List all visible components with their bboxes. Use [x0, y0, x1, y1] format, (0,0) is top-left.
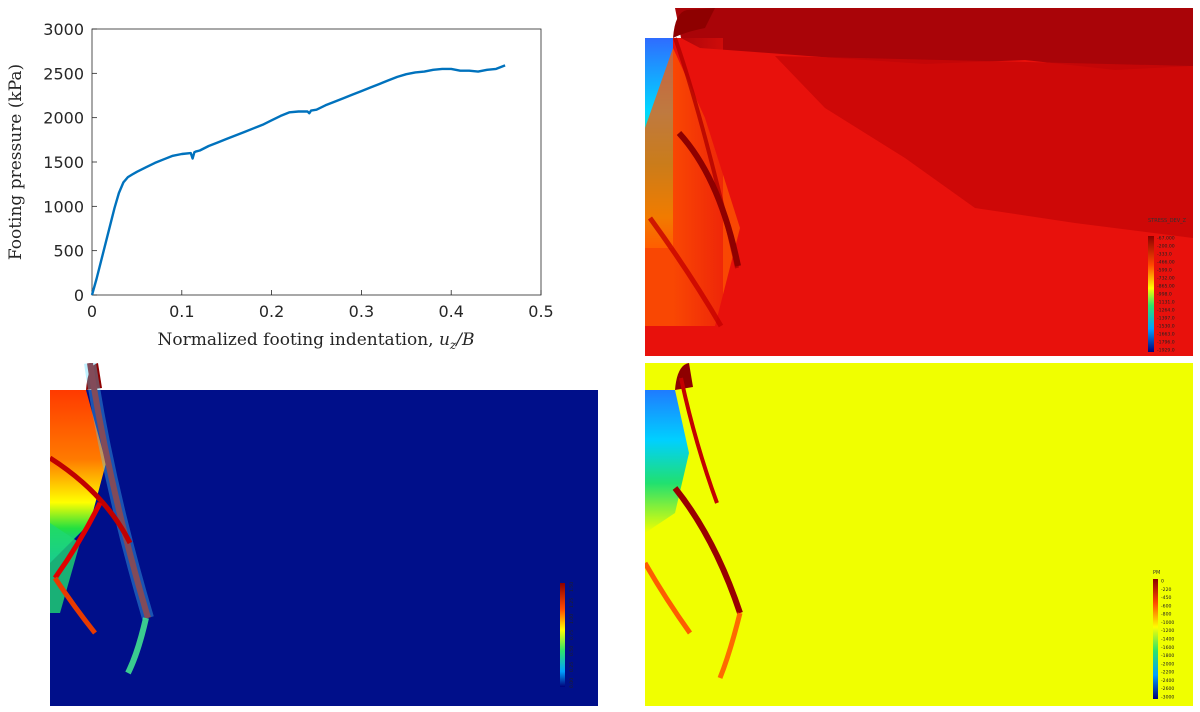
- x-tick-label: 0: [87, 302, 97, 321]
- x-ticks: 0 0.1 0.2 0.3 0.4 0.5: [87, 290, 554, 321]
- pm-legend: PM 0 -220 -450 -600 -800 -1000 -1200 -1400 -1600…: [1153, 570, 1174, 701]
- legend-tick-label: -1796.0: [1157, 340, 1175, 346]
- y-axis-label: Footing pressure (kPa): [6, 64, 26, 260]
- pm-surface-bulge: [675, 363, 693, 390]
- y-tick-label: 500: [53, 242, 84, 261]
- chart-svg: 0 500 1000 1500 2000 2500 3000 0 0.1 0.2 0.3 0.4 0.…: [6, 20, 554, 352]
- legend-tick-label: 0.50: [569, 646, 575, 656]
- strain-wedge-lower: [50, 523, 80, 613]
- stress-legend-title: STRESS_DEV_Z: [1148, 218, 1187, 224]
- legend-tick-label: -1131.0: [1157, 300, 1175, 306]
- y-tick-label: 1500: [43, 153, 84, 172]
- strain-legend-ticks: 1.50 1.25 1.00 0.75 0.50 0.25 0.00: [569, 582, 575, 688]
- legend-tick-label: -2600: [1161, 686, 1174, 692]
- legend-tick-label: -333.0: [1157, 252, 1172, 258]
- pm-band-3: [717, 612, 743, 679]
- legend-tick-label: 0.25: [569, 662, 575, 672]
- series-line: [90, 64, 506, 296]
- legend-tick-label: -865.00: [1157, 284, 1175, 290]
- top-surface-band: [675, 8, 1193, 70]
- legend-tick-label: -466.00: [1157, 260, 1175, 266]
- pm-field-panel: PM 0 -220 -450 -600 -800 -1000 -1200 -1400 -1600…: [645, 363, 1193, 706]
- y-tick-label: 2000: [43, 109, 84, 128]
- legend-tick-label: -732.00: [1157, 276, 1175, 282]
- legend-tick-label: -1600: [1161, 645, 1174, 651]
- y-tick-label: 3000: [43, 20, 84, 39]
- x-axis-label-var: u: [439, 330, 450, 350]
- stress-legend: STRESS_DEV_Z -67.000 -200.00 -333.0 -466.00…: [1148, 218, 1187, 354]
- strain-band-2: [50, 455, 133, 545]
- legend-tick-label: -600: [1161, 603, 1172, 609]
- plot-area: [91, 28, 542, 296]
- legend-tick-label: -200.00: [1157, 244, 1175, 250]
- x-axis-label-tail: /B: [454, 330, 474, 350]
- x-tick-label: 0.4: [438, 302, 463, 321]
- legend-tick-label: 1.00: [569, 614, 575, 624]
- pm-wedge: [645, 390, 689, 533]
- legend-tick-label: -67.000: [1157, 236, 1175, 242]
- pm-legend-title: PM: [1153, 570, 1160, 576]
- x-axis-label: Normalized footing indentation, uz/B: [158, 330, 475, 352]
- strain-band-1: [87, 363, 151, 619]
- legend-tick-label: -220: [1161, 587, 1172, 593]
- legend-tick-label: -1200: [1161, 628, 1174, 634]
- legend-tick-label: -2200: [1161, 670, 1174, 676]
- legend-tick-label: 1.50: [569, 582, 575, 592]
- legend-tick-label: -599.0: [1157, 268, 1172, 274]
- strain-legend: 1.50 1.25 1.00 0.75 0.50 0.25 0.00: [560, 582, 575, 688]
- stress-field-svg: STRESS_DEV_Z -67.000 -200.00 -333.0 -466.00…: [645, 8, 1193, 356]
- load-displacement-chart: 0 500 1000 1500 2000 2500 3000 0 0.1 0.2 0.3 0.4 0.…: [0, 0, 560, 360]
- legend-tick-label: -1530.0: [1157, 324, 1175, 330]
- strain-band-1-halo: [84, 363, 154, 620]
- strain-field-svg: 1.50 1.25 1.00 0.75 0.50 0.25 0.00: [50, 363, 598, 706]
- legend-tick-label: -1400: [1161, 637, 1174, 643]
- strain-band-4: [52, 576, 97, 635]
- legend-tick-label: -2000: [1161, 661, 1174, 667]
- pm-band-2: [672, 486, 743, 614]
- pm-field-background: [645, 363, 1193, 706]
- shear-band-2: [676, 130, 741, 267]
- y-tick-label: 2500: [43, 64, 84, 83]
- legend-tick-label: -1800: [1161, 653, 1174, 659]
- strain-field-panel: 1.50 1.25 1.00 0.75 0.50 0.25 0.00: [50, 363, 598, 706]
- legend-tick-label: 0.00: [569, 678, 575, 688]
- legend-tick-label: -800: [1161, 612, 1172, 618]
- x-tick-label: 0.2: [259, 302, 284, 321]
- y-tick-label: 0: [74, 286, 84, 305]
- deep-stress-band: [775, 56, 1193, 238]
- legend-tick-label: 1.25: [569, 598, 575, 608]
- footing-surface-bulge: [673, 8, 715, 38]
- x-tick-label: 0.1: [169, 302, 194, 321]
- strain-band-3: [52, 501, 103, 580]
- x-tick-label: 0.3: [349, 302, 374, 321]
- pm-band-1: [679, 377, 719, 504]
- legend-tick-label: -450: [1161, 595, 1172, 601]
- stress-legend-ticks: -67.000 -200.00 -333.0 -466.00 -599.0 -732.00…: [1157, 236, 1175, 354]
- legend-tick-label: 0.75: [569, 630, 575, 640]
- legend-tick-label: -1663.0: [1157, 332, 1175, 338]
- strain-band-5: [125, 617, 149, 675]
- y-tick-label: 1000: [43, 197, 84, 216]
- legend-tick-label: -1397.0: [1157, 316, 1175, 322]
- legend-tick-label: -1929.0: [1157, 348, 1175, 354]
- legend-tick-label: -998.0: [1157, 292, 1172, 298]
- legend-tick-label: -1264.0: [1157, 308, 1175, 314]
- x-tick-label: 0.5: [528, 302, 553, 321]
- stress-field-panel: STRESS_DEV_Z -67.000 -200.00 -333.0 -466.00…: [645, 8, 1193, 356]
- shear-band-3: [647, 216, 724, 328]
- legend-tick-label: -3000: [1161, 695, 1174, 701]
- pm-field-svg: PM 0 -220 -450 -600 -800 -1000 -1200 -1400 -1600…: [645, 363, 1193, 706]
- x-axis-label-sub: z: [449, 338, 457, 352]
- stress-legend-bar: [1148, 236, 1154, 352]
- legend-tick-label: -2400: [1161, 678, 1174, 684]
- strain-field-background: [50, 390, 598, 706]
- legend-tick-label: 0: [1161, 579, 1164, 585]
- legend-tick-label: -1000: [1161, 620, 1174, 626]
- x-axis-label-text: Normalized footing indentation,: [158, 330, 439, 350]
- pm-legend-bar: [1153, 579, 1158, 699]
- pm-legend-ticks: 0 -220 -450 -600 -800 -1000 -1200 -1400 -1600 -18…: [1161, 579, 1174, 701]
- y-ticks: 0 500 1000 1500 2000 2500 3000: [43, 20, 97, 305]
- strain-legend-bar: [560, 583, 565, 687]
- pm-band-4: [645, 561, 693, 635]
